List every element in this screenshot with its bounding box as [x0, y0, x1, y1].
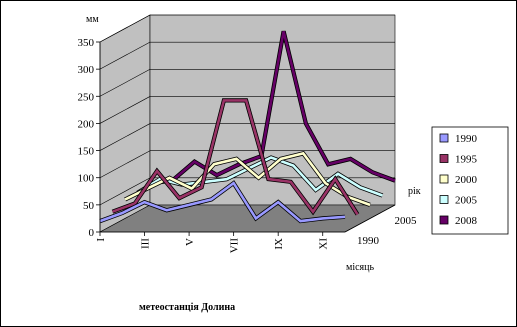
y-tick-label: 50	[83, 200, 95, 212]
y-axis-label: мм	[86, 14, 99, 25]
series-line-1995	[112, 99, 359, 216]
legend-swatch-2000	[439, 174, 449, 184]
x-tick-label: XI	[318, 238, 330, 250]
legend-swatch-2005	[439, 195, 449, 204]
y-tick-label: 100	[78, 173, 95, 185]
floor	[99, 204, 396, 233]
series-line-1990	[99, 181, 346, 223]
x-tick-labels: I III V VII IX XI	[95, 232, 330, 253]
x-tick-label: IX	[273, 238, 285, 250]
x-tick-label: III	[140, 238, 152, 249]
legend-swatch-2008	[439, 215, 449, 225]
legend-label-2005: 2005	[455, 195, 478, 207]
y-tick-label: 200	[78, 118, 95, 130]
gridline-side-200	[99, 96, 151, 124]
depth-tick-label: 2005	[395, 215, 418, 227]
legend-label-1995: 1995	[455, 154, 478, 166]
legend-swatch-1995	[439, 154, 449, 163]
x-tick-label: VII	[229, 238, 241, 254]
depth-axis-line	[344, 204, 396, 233]
legend-label-1990: 1990	[455, 133, 478, 145]
gridlines	[99, 14, 395, 206]
legend: 1990 1995 2000 2005 2008	[439, 133, 478, 227]
y-tick-label: 300	[78, 64, 95, 76]
y-tick-label: 250	[78, 91, 95, 103]
gridline-side-250	[99, 69, 151, 97]
legend-swatch-1990	[439, 133, 449, 143]
x-tick-label: V	[184, 238, 196, 246]
series-lines	[99, 30, 396, 224]
y-tick-label: 350	[78, 37, 95, 49]
y-tick-labels: 0 50 100 150 200 250 300 350	[78, 37, 100, 239]
legend-label-2000: 2000	[455, 174, 478, 186]
series-line-2008	[149, 30, 396, 185]
depth-tick-labels: 1990 2005	[357, 215, 417, 247]
back-wall	[149, 14, 396, 206]
gridline-side-300	[99, 41, 151, 70]
depth-tick-label: 1990	[357, 235, 380, 247]
legend-label-2008: 2008	[455, 215, 478, 227]
y-tick-label: 0	[89, 227, 95, 239]
depth-axis-label: рік	[408, 186, 421, 197]
gridline-side-50	[99, 177, 151, 206]
gridline-side-350	[99, 14, 151, 43]
x-tick-label: I	[95, 238, 107, 242]
gridline-side-100	[99, 150, 151, 178]
chart-caption: метеостанція Долина	[139, 302, 235, 313]
gridline-side-150	[99, 123, 151, 151]
y-tick-label: 150	[78, 146, 95, 158]
x-axis-label: місяць	[346, 262, 374, 273]
